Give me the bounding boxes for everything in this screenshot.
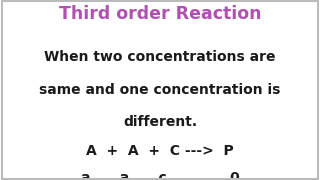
Text: A  +  A  +  C --->  P: A + A + C ---> P [86, 144, 234, 158]
Text: When two concentrations are: When two concentrations are [44, 50, 276, 64]
Text: same and one concentration is: same and one concentration is [39, 83, 281, 97]
Text: a      a      c             0: a a c 0 [81, 171, 239, 180]
Text: different.: different. [123, 115, 197, 129]
Text: Third order Reaction: Third order Reaction [59, 5, 261, 23]
